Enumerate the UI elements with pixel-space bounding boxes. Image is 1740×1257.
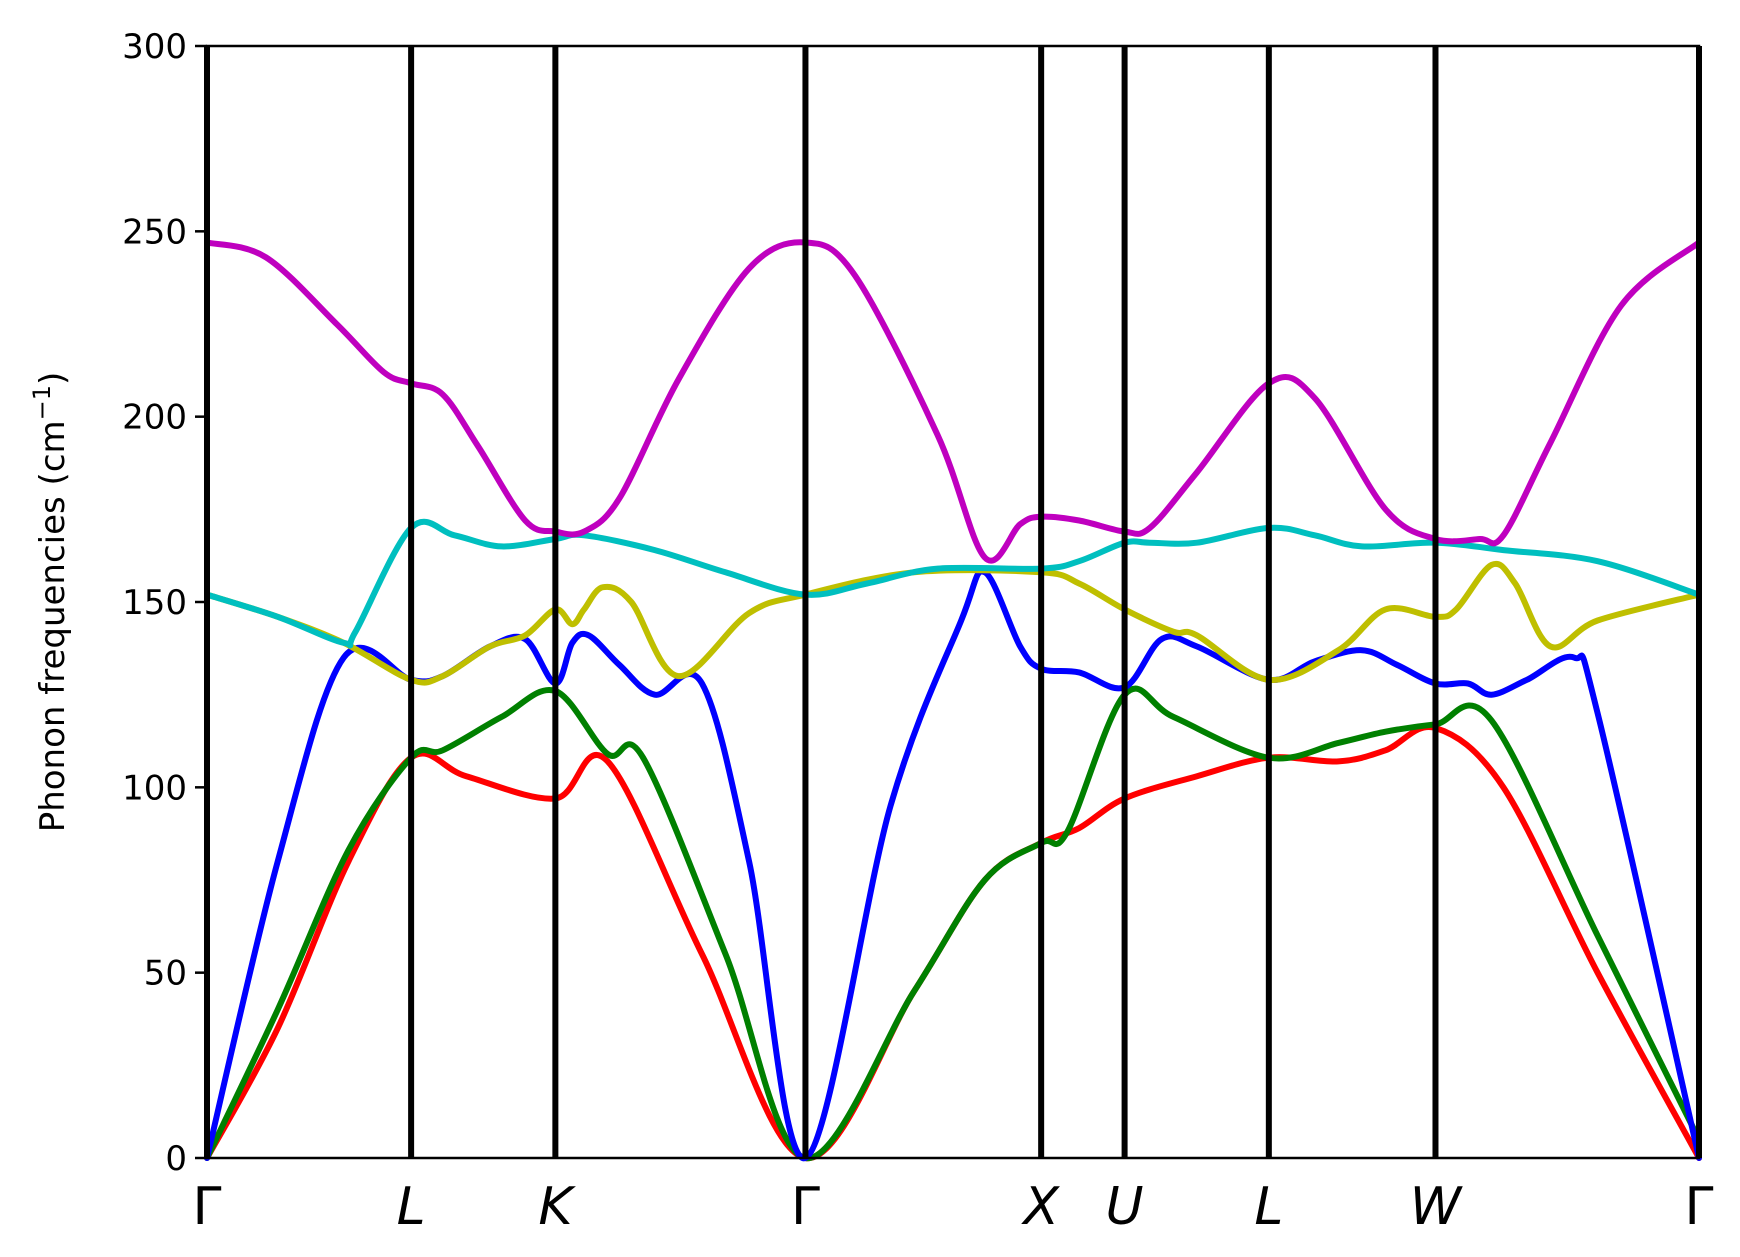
band-lines (204, 239, 1702, 1162)
kpoint-label-4: Γ (791, 1177, 820, 1237)
y-axis-title: Phonon frequencies (cm−1) (28, 372, 73, 833)
y-axis-title-sup: −1 (28, 385, 56, 420)
y-tick-label-0: 0 (165, 1139, 187, 1179)
y-axis: 0 50 100 150 200 250 300 (122, 27, 207, 1179)
band-line-2 (204, 685, 1702, 1162)
kpoint-label-5: X (1020, 1177, 1060, 1237)
kpoint-label-3: K (538, 1177, 576, 1237)
kpoint-label-2: L (397, 1177, 426, 1237)
kpoint-label-9: Γ (1685, 1177, 1714, 1237)
kpoint-label-8: W (1410, 1177, 1464, 1237)
y-axis-title-close: ) (33, 372, 73, 385)
band-line-4 (204, 560, 1702, 686)
band-line-1 (204, 723, 1702, 1162)
kpoint-label-1: Γ (193, 1177, 222, 1237)
kpoint-label-7: L (1254, 1177, 1283, 1237)
plot-frame (205, 44, 1701, 1160)
y-tick-label-50: 50 (144, 954, 187, 994)
y-tick-label-200: 200 (122, 398, 187, 438)
y-tick-label-100: 100 (122, 768, 187, 808)
band-line-3 (204, 568, 1702, 1162)
y-tick-label-300: 300 (122, 27, 187, 67)
y-tick-label-250: 250 (122, 212, 187, 252)
high-symmetry-lines (204, 46, 1702, 1158)
y-tick-label-150: 150 (122, 583, 187, 623)
kpoint-label-6: U (1106, 1177, 1144, 1237)
y-axis-title-main: Phonon frequencies (cm (33, 420, 73, 832)
band-line-6 (204, 239, 1702, 564)
